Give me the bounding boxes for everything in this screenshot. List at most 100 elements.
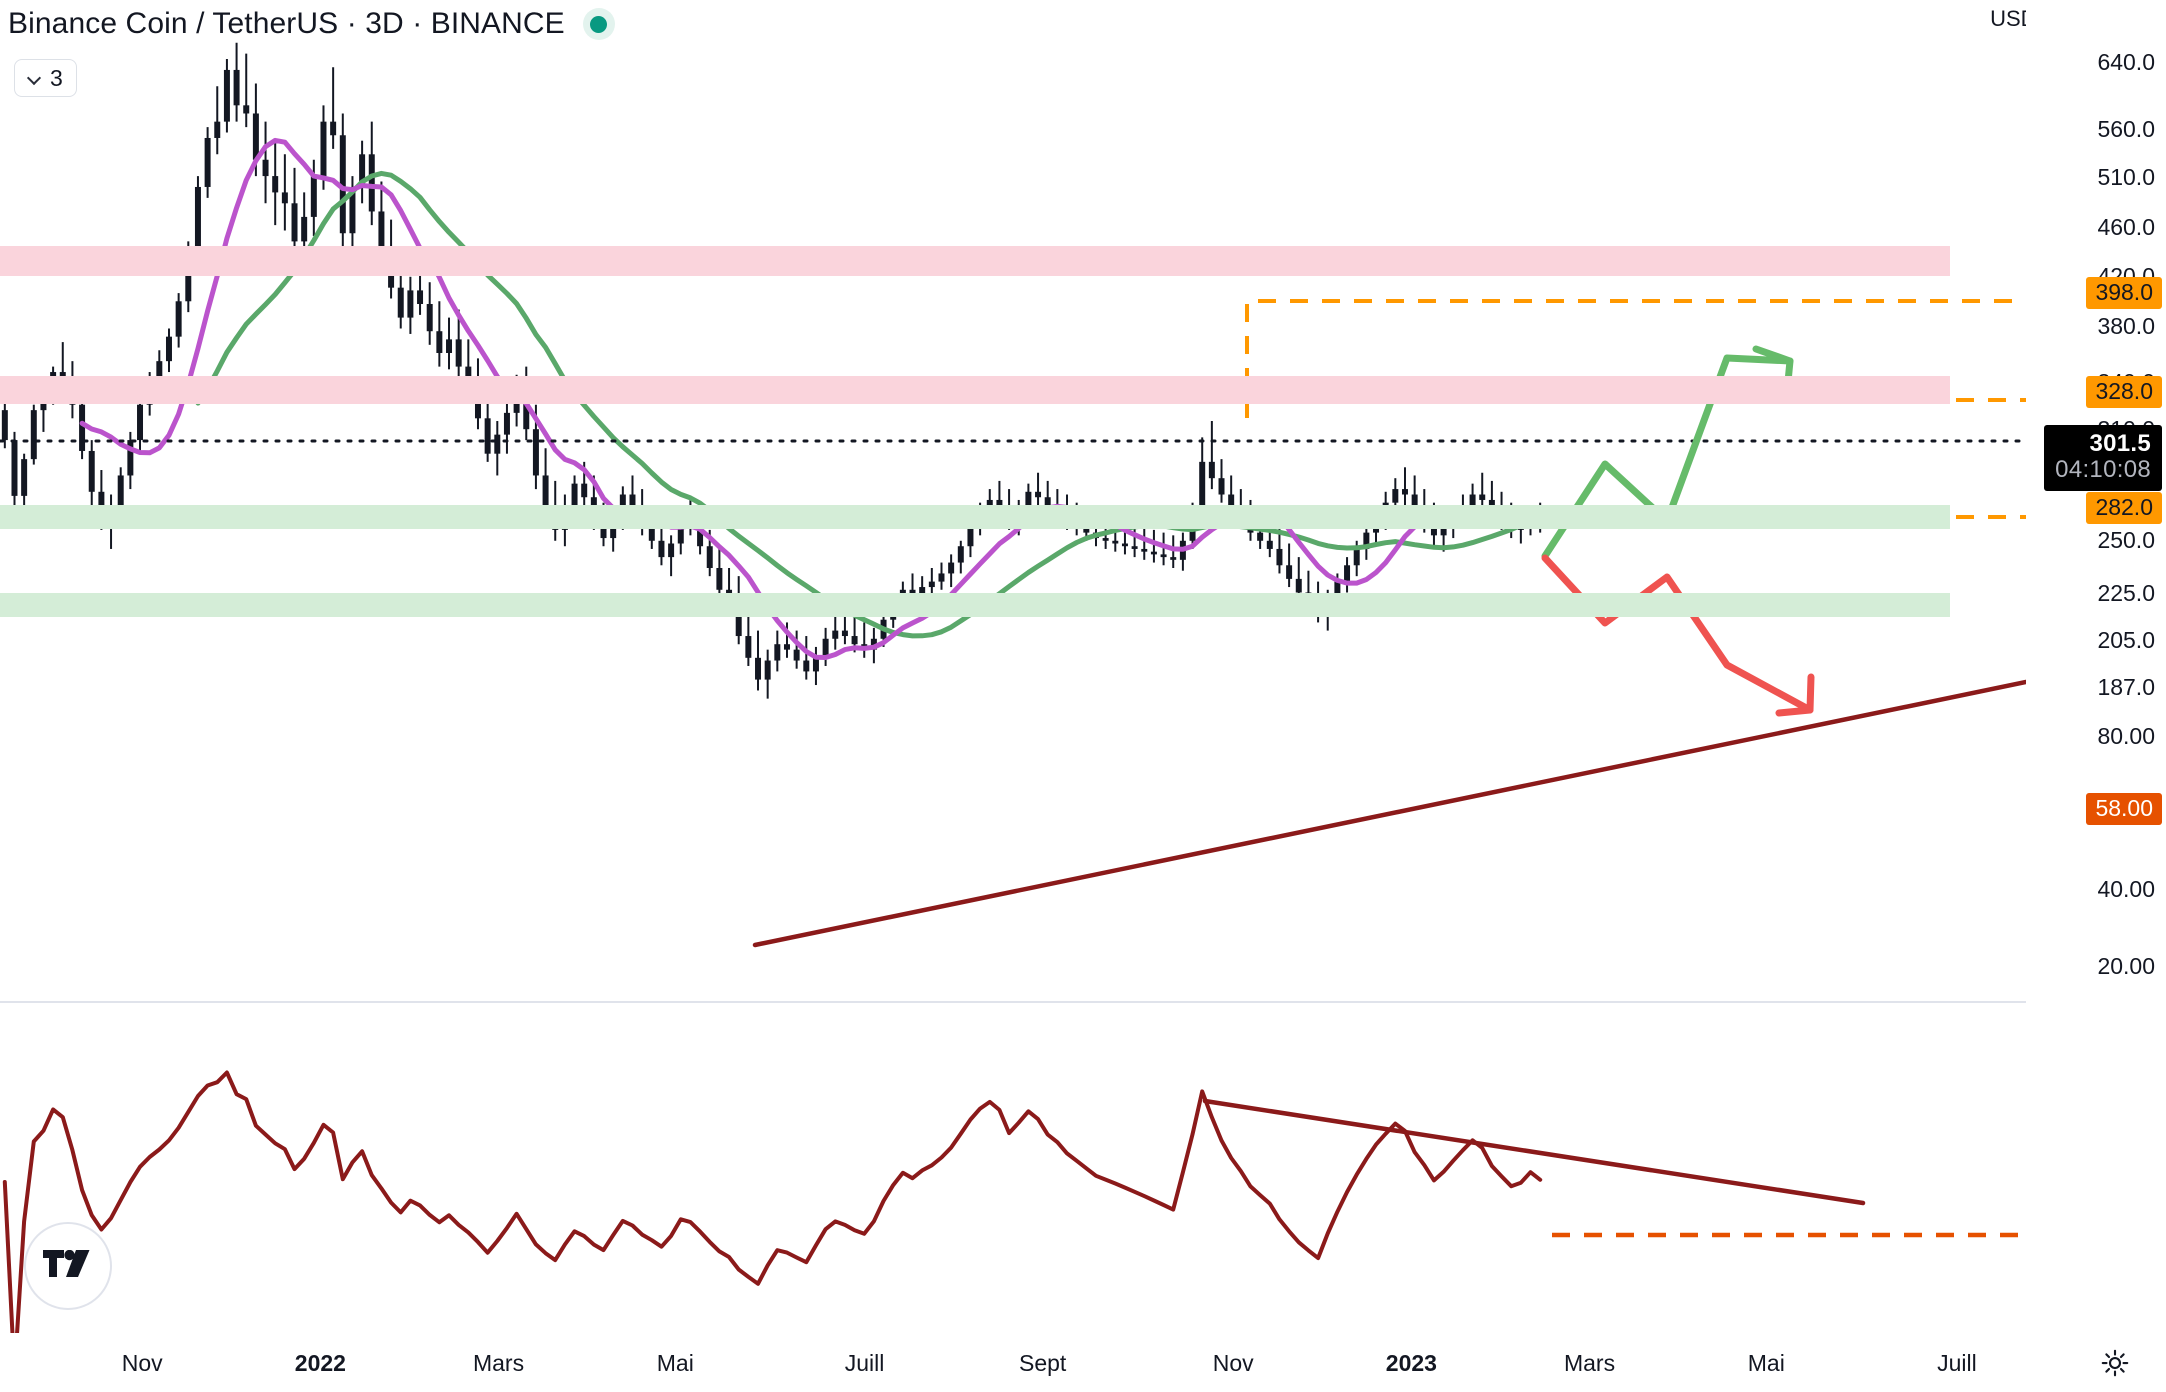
- candle-body: [1141, 548, 1148, 552]
- price-axis-tick: 225.0: [2097, 580, 2155, 606]
- price-chart-svg: [0, 42, 2026, 948]
- candle-body: [803, 660, 810, 672]
- price-axis-tick: 187.0: [2097, 674, 2155, 700]
- time-axis-label: Nov: [121, 1350, 163, 1376]
- candle-body: [745, 636, 752, 658]
- candle-body: [822, 638, 829, 656]
- candle-body: [658, 540, 665, 558]
- time-axis[interactable]: Nov 2022 Mars Mai Juill Sept Nov 2023 Mars Mai Jui…: [0, 1334, 2026, 1392]
- candle-body: [581, 483, 588, 498]
- time-axis-label: Juill: [1937, 1350, 1977, 1376]
- price-axis-tick: 205.0: [2097, 627, 2155, 653]
- candle-body: [697, 527, 704, 547]
- last-price-badge[interactable]: 301.5 04:10:08: [2044, 425, 2162, 491]
- tradingview-logo-icon: [43, 1250, 90, 1277]
- candle-body: [571, 483, 578, 506]
- candle-body: [919, 587, 926, 596]
- price-axis[interactable]: 640.0560.0510.0460.0420.0380.0340.0310.0…: [2026, 0, 2166, 1392]
- candle-body: [301, 216, 308, 242]
- candle-body: [1401, 489, 1408, 495]
- candle-body: [79, 404, 86, 451]
- candle-body: [1150, 551, 1157, 555]
- candle-body: [812, 655, 819, 672]
- bearish-projection-arrow: [1541, 554, 1815, 717]
- candle-body: [1469, 494, 1476, 506]
- time-axis-label: Mars: [1563, 1350, 1616, 1376]
- time-axis-label: Mai: [656, 1350, 694, 1376]
- rsi-axis-tick: 20.00: [2097, 953, 2155, 979]
- bars-count-badge[interactable]: 3: [14, 59, 77, 97]
- candle-body: [1025, 491, 1032, 509]
- candle-body: [783, 644, 790, 650]
- candle-body: [1479, 494, 1486, 500]
- candle-body: [59, 372, 66, 378]
- candle-body: [1392, 489, 1399, 503]
- candle-body: [532, 429, 539, 476]
- candle-body: [1266, 540, 1273, 549]
- candle-body: [928, 581, 935, 588]
- candle-body: [426, 304, 433, 332]
- ma-slow-line: [195, 170, 1543, 639]
- chart-header: Binance Coin / TetherUS · 3D · BINANCE: [0, 0, 2166, 48]
- resistance-328-badge[interactable]: 328.0: [2086, 376, 2162, 408]
- candle-body: [648, 527, 655, 541]
- candle-body: [281, 192, 288, 204]
- rsi-descending-trendline: [1202, 1098, 1866, 1206]
- support-zone-lower: [0, 593, 1950, 617]
- candle-body: [349, 186, 356, 234]
- candle-body: [755, 657, 762, 680]
- resistance-398-badge[interactable]: 398.0: [2086, 277, 2162, 309]
- tradingview-logo[interactable]: [24, 1222, 112, 1310]
- candle-body: [1035, 491, 1042, 498]
- candle-body: [996, 499, 1003, 506]
- candle-body: [1218, 478, 1225, 495]
- candle-body: [851, 636, 858, 645]
- price-pane[interactable]: [0, 0, 2026, 1000]
- candle-body: [262, 159, 269, 177]
- price-axis-tick: 560.0: [2097, 116, 2155, 142]
- candle-body: [484, 418, 491, 454]
- candle-body: [1411, 494, 1418, 511]
- candle-body: [870, 638, 877, 650]
- price-axis-tick: 640.0: [2097, 49, 2155, 75]
- candle-body: [252, 113, 259, 160]
- rsi-value-badge[interactable]: 58.00: [2086, 793, 2162, 825]
- candle-body: [677, 521, 684, 544]
- candle-body: [359, 154, 366, 187]
- candle-body: [446, 339, 453, 353]
- candle-body: [957, 546, 964, 563]
- support-282-badge[interactable]: 282.0: [2086, 492, 2162, 524]
- candle-body: [1295, 578, 1302, 593]
- candle-body: [1276, 548, 1283, 566]
- time-axis-label: Sept: [1018, 1350, 1067, 1376]
- gear-icon[interactable]: [2100, 1348, 2130, 1378]
- candle-body: [948, 562, 955, 574]
- candle-body: [1257, 532, 1264, 541]
- candle-body: [272, 176, 279, 193]
- time-axis-label: 2022: [294, 1350, 346, 1376]
- candle-body: [668, 543, 675, 558]
- candle-body: [1199, 461, 1206, 514]
- candle-body: [1083, 527, 1090, 533]
- candle-body: [436, 331, 443, 353]
- rsi-axis-tick: 80.00: [2097, 723, 2155, 749]
- candle-body: [1440, 527, 1447, 536]
- rsi-axis-tick: 40.00: [2097, 876, 2155, 902]
- time-axis-label: 2023: [1385, 1350, 1437, 1376]
- candle-body: [841, 630, 848, 637]
- candle-body: [310, 176, 317, 217]
- candle-body: [165, 336, 172, 362]
- rsi-pane[interactable]: [0, 1003, 2026, 1333]
- candle-body: [706, 546, 713, 568]
- candle-body: [1, 410, 8, 441]
- candle-body: [1353, 548, 1360, 566]
- candle-body: [214, 121, 221, 138]
- pane-separator[interactable]: [0, 1001, 2026, 1003]
- candle-body: [127, 440, 134, 476]
- candle-body: [455, 339, 462, 367]
- candle-body: [291, 203, 298, 242]
- candle-body: [194, 186, 201, 250]
- candle-body: [30, 410, 37, 460]
- last-price-value: 301.5: [2089, 430, 2151, 457]
- candle-body: [368, 154, 375, 212]
